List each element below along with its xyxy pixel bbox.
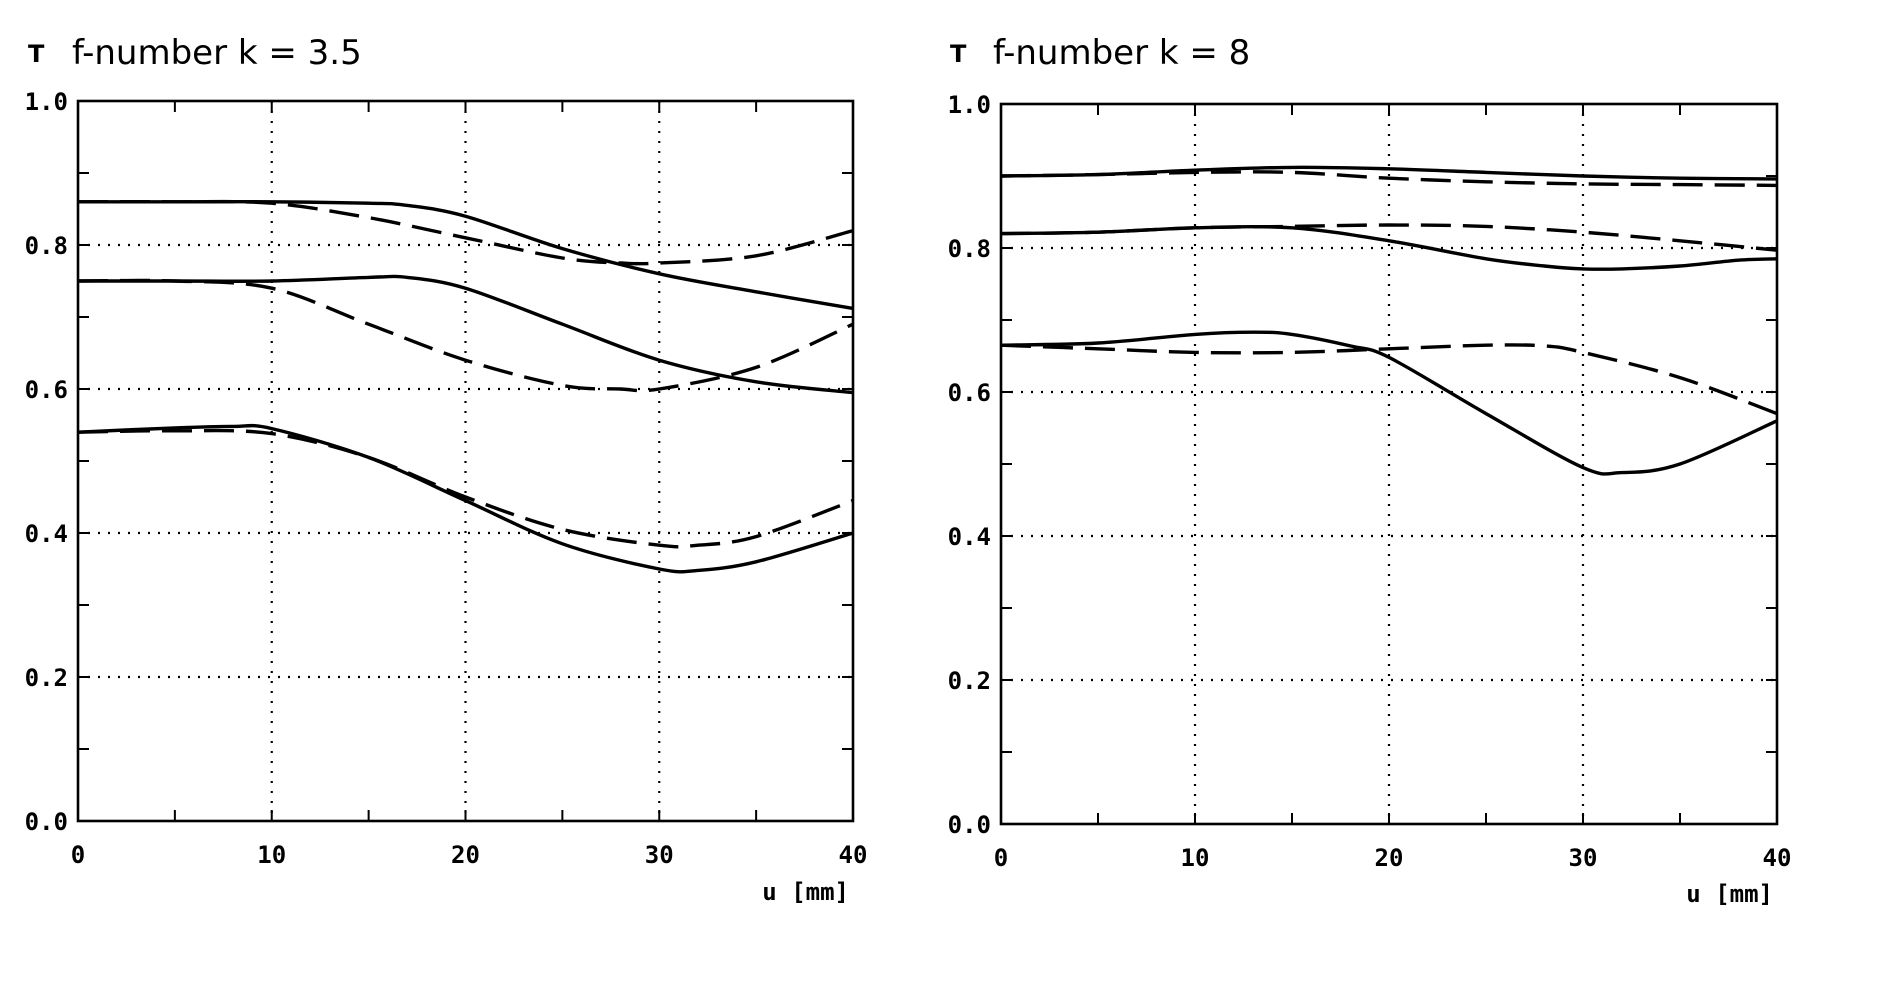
- chart-title: f-number k = 3.5: [72, 33, 362, 73]
- x-tick-labels: 0 10 20 30 40: [994, 844, 1792, 872]
- y-tick-label: 0.2: [948, 667, 991, 695]
- x-tick-label: 30: [645, 841, 674, 869]
- series-group: [1000, 165, 1778, 476]
- y-tick-label: 0.4: [25, 520, 68, 548]
- series-line-dashed-6: [77, 428, 854, 549]
- y-tick-label: 0.6: [25, 376, 68, 404]
- y-tick-label: 1.0: [948, 91, 991, 119]
- grid-lines: [78, 101, 853, 821]
- x-tick-label: 30: [1569, 844, 1598, 872]
- x-axis-label: u [mm]: [1686, 880, 1773, 908]
- y-tick-label: 0.6: [948, 379, 991, 407]
- series-line-dashed-4: [1000, 223, 1778, 252]
- chart-panel-k3-5: T f-number k = 3.5 0 10 20 30 40 0.00.20.40.…: [25, 33, 868, 906]
- y-tick-label: 0.8: [948, 235, 991, 263]
- series-line-solid-3: [1000, 224, 1778, 271]
- x-tick-label: 10: [257, 841, 286, 869]
- series-group: [77, 199, 854, 574]
- y-tick-label: 0.4: [948, 523, 991, 551]
- x-tick-label: 20: [451, 841, 480, 869]
- x-tick-label: 0: [71, 841, 85, 869]
- series-line-dashed-2: [1000, 170, 1778, 188]
- y-tick-label: 0.8: [25, 232, 68, 260]
- series-line-dashed-2: [77, 199, 854, 266]
- x-axis-label: u [mm]: [762, 878, 849, 906]
- plot-frame: [76, 99, 855, 823]
- x-tick-label: 10: [1181, 844, 1210, 872]
- chart-panel-k8: T f-number k = 8 0 10 20 30 40 0.00.20.40.60…: [948, 33, 1792, 908]
- plot-frame: [999, 102, 1779, 826]
- series-line-solid-3: [78, 274, 854, 395]
- grid-lines: [1001, 104, 1777, 824]
- x-tick-label: 40: [1763, 844, 1792, 872]
- x-tick-labels: 0 10 20 30 40: [71, 841, 868, 869]
- chart-title: f-number k = 8: [993, 33, 1250, 73]
- y-tick-label: 1.0: [25, 88, 68, 116]
- series-line-solid-5: [77, 423, 854, 574]
- series-line-dashed-6: [1000, 343, 1778, 416]
- y-tick-label: 0.0: [948, 811, 991, 839]
- y-axis-label: T: [950, 40, 967, 68]
- y-tick-label: 0.2: [25, 664, 68, 692]
- x-tick-label: 40: [839, 841, 868, 869]
- y-tick-labels: 0.0 0.2 0.4 0.6 0.8 1.0: [948, 91, 991, 839]
- x-tick-label: 0: [994, 844, 1008, 872]
- y-tick-labels: 0.0 0.2 0.4 0.6 0.8 1.0: [25, 88, 68, 836]
- y-axis-label: T: [28, 40, 45, 68]
- x-tick-label: 20: [1375, 844, 1404, 872]
- series-line-dashed-4: [77, 278, 854, 393]
- y-tick-label: 0.0: [25, 808, 68, 836]
- series-line-solid-5: [1000, 330, 1778, 476]
